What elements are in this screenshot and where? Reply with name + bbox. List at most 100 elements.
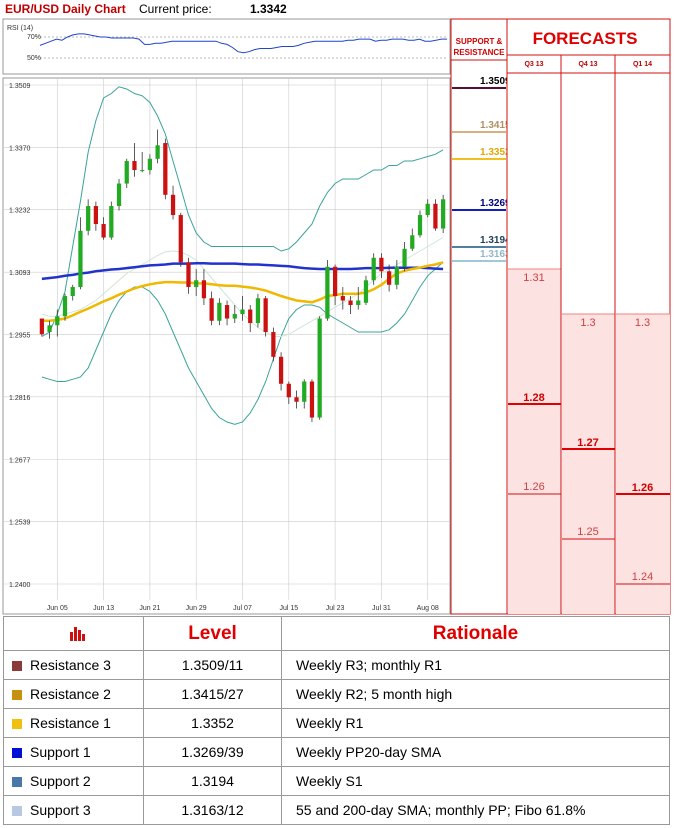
forecast-high-value: 1.3 (635, 317, 650, 329)
x-tick-label: Jun 05 (47, 605, 68, 612)
x-tick-label: Jul 07 (233, 605, 252, 612)
levels-header-rationale: Rationale (281, 616, 670, 651)
chart-area: EUR/USD Daily Chart Current price: 1.334… (2, 2, 671, 615)
forecast-column-label: Q4 13 (578, 61, 597, 68)
forecast-low-value: 1.25 (577, 526, 598, 538)
candle-body (70, 287, 75, 297)
candle-body (286, 383, 291, 398)
y-tick-label: 1.3093 (9, 270, 31, 277)
candle-body (302, 381, 307, 402)
candle-body (124, 161, 129, 184)
y-tick-label: 1.2400 (9, 582, 31, 589)
forecast-mid-value: 1.26 (632, 482, 653, 494)
sma200-line (41, 261, 444, 281)
level-swatch-resistance-2 (12, 690, 22, 700)
level-value: 1.3269/39 (143, 737, 282, 767)
level-name: Support 3 (30, 802, 91, 818)
price-panel (2, 77, 451, 615)
levels-table-header: Level Rationale (3, 616, 670, 651)
candle-body (363, 280, 369, 303)
candle-body (132, 161, 137, 171)
forecast-mid-value: 1.27 (577, 437, 598, 449)
level-name-cell: Support 1 (3, 737, 144, 767)
candle-body (93, 206, 98, 225)
candle-body (39, 318, 44, 335)
candle-body (78, 230, 83, 288)
sr-level-value: 1.3352 (480, 147, 511, 158)
y-tick-label: 1.2816 (9, 395, 31, 402)
level-name: Resistance 1 (30, 715, 111, 731)
x-tick-label: Aug 08 (417, 605, 439, 612)
sr-level-value: 1.3509 (480, 76, 511, 87)
price-value: 1.3342 (250, 2, 287, 16)
candle-body (101, 224, 106, 238)
level-rationale: Weekly R3; monthly R1 (281, 650, 670, 680)
levels-table: Level Rationale Resistance 3 1.3509/11 Wee… (3, 616, 670, 825)
rsi-tick-70: 70% (27, 34, 41, 41)
candle-body (232, 314, 237, 319)
candle-body (294, 397, 299, 402)
price-label: Current price: (139, 2, 212, 16)
level-rationale: Weekly R1 (281, 708, 670, 738)
candle-body (278, 356, 284, 384)
level-value: 1.3509/11 (143, 650, 282, 680)
forecast-low-value: 1.24 (632, 571, 653, 583)
rsi-label: RSI (14) (7, 25, 33, 32)
level-swatch-support-3 (12, 806, 22, 816)
level-name: Support 1 (30, 744, 91, 760)
candle-body (332, 266, 338, 297)
candle-body (379, 257, 384, 272)
forecast-mid-value: 1.28 (523, 392, 544, 404)
x-tick-label: Jun 29 (186, 605, 207, 612)
levels-row: Resistance 3 1.3509/11 Weekly R3; monthly … (3, 650, 670, 680)
candle-body (356, 300, 361, 306)
sr-column (450, 18, 508, 615)
candle-body (209, 298, 214, 321)
x-tick-label: Jun 21 (139, 605, 160, 612)
levels-row: Support 2 1.3194 Weekly S1 (3, 766, 670, 796)
forecast-column-label: Q3 13 (524, 61, 543, 68)
candle-body (194, 280, 199, 288)
candle-body (371, 257, 376, 281)
level-rationale: Weekly S1 (281, 766, 670, 796)
candle-body (201, 280, 207, 299)
levels-row: Support 3 1.3163/12 55 and 200-day SMA; mo… (3, 795, 670, 825)
level-name-cell: Resistance 1 (3, 708, 144, 738)
candle-body (163, 143, 168, 195)
level-value: 1.3352 (143, 708, 282, 738)
sr-header-line1: SUPPORT & (456, 37, 503, 46)
levels-row: Resistance 2 1.3415/27 Weekly R2; 5 month … (3, 679, 670, 709)
candle-body (248, 309, 253, 324)
sr-level-value: 1.3163 (480, 249, 511, 260)
candle-body (309, 381, 315, 418)
level-name-cell: Resistance 2 (3, 679, 144, 709)
x-tick-label: Jun 13 (93, 605, 114, 612)
y-tick-label: 1.2539 (9, 519, 31, 526)
level-swatch-resistance-3 (12, 661, 22, 671)
candle-body (271, 332, 276, 357)
forecast-range-band (616, 314, 670, 614)
forecast-high-value: 1.3 (580, 317, 595, 329)
level-name-cell: Support 2 (3, 766, 144, 796)
sr-level-value: 1.3194 (480, 235, 511, 246)
candle-body (348, 300, 353, 306)
y-tick-label: 1.2677 (9, 457, 31, 464)
lower-band-line (41, 261, 444, 425)
x-tick-label: Jul 15 (279, 605, 298, 612)
candle-body (402, 248, 407, 267)
level-swatch-support-1 (12, 748, 22, 758)
level-value: 1.3163/12 (143, 795, 282, 825)
sr-level-value: 1.3415 (480, 120, 511, 131)
sr-level-value: 1.3269 (480, 198, 511, 209)
candle-body (62, 296, 68, 317)
levels-row: Support 1 1.3269/39 Weekly PP20-day SMA (3, 737, 670, 767)
candle-body (410, 235, 415, 249)
forecasts-title: FORECASTS (533, 29, 638, 48)
y-tick-label: 1.3232 (9, 208, 31, 215)
y-tick-label: 1.2955 (9, 332, 31, 339)
level-rationale: Weekly R2; 5 month high (281, 679, 670, 709)
level-name: Resistance 3 (30, 657, 111, 673)
candle-body (47, 325, 52, 333)
y-tick-label: 1.3509 (9, 83, 31, 90)
level-name-cell: Support 3 (3, 795, 144, 825)
